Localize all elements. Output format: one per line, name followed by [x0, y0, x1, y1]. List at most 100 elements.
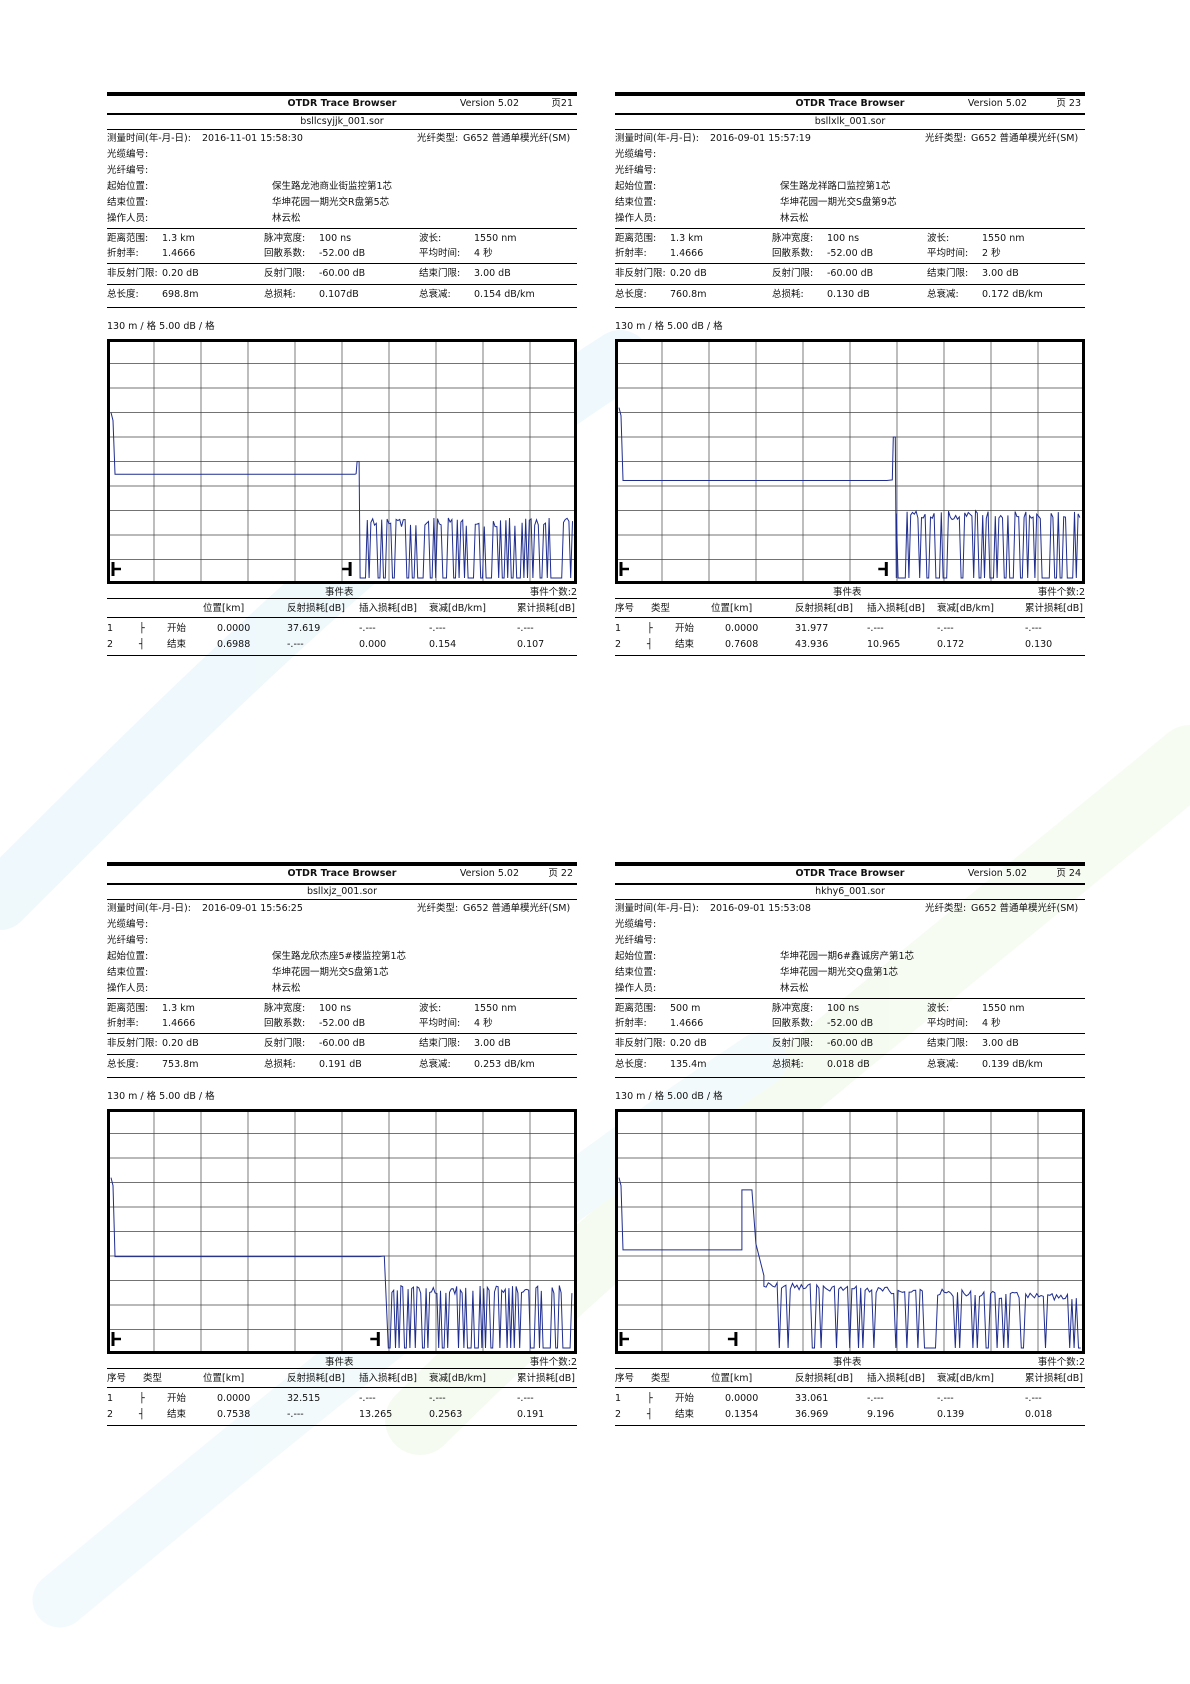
- event-cell: 0.0000: [725, 1393, 759, 1404]
- divider: [107, 617, 577, 618]
- param-value: 0.018 dB: [827, 1059, 870, 1070]
- event-table-header: 插入损耗[dB]: [867, 1373, 925, 1384]
- param-label: 结束门限:: [419, 268, 461, 279]
- divider: [107, 1387, 577, 1388]
- param-value: 1.4666: [162, 248, 196, 259]
- param-label: 非反射门限:: [107, 268, 158, 279]
- param-value: 4 秒: [474, 1018, 493, 1029]
- report-header: OTDR Trace Browser Version 5.02 页 23: [615, 92, 1085, 115]
- start-location: 保生路龙欣杰座5#楼监控第1芯: [272, 951, 407, 962]
- param-label: 平均时间:: [419, 248, 461, 259]
- param-label: 结束门限:: [419, 1038, 461, 1049]
- param-value: 1.4666: [162, 1018, 196, 1029]
- param-label: 总损耗:: [264, 289, 296, 300]
- measure-time: 2016-11-01 15:58:30: [202, 133, 303, 144]
- measure-time-label: 测量时间(年-月-日):: [615, 133, 699, 144]
- otdr-report: OTDR Trace Browser Version 5.02 页 24 hkhy6_…: [615, 862, 1085, 1426]
- event-cell: 0.107: [517, 639, 545, 650]
- end-location-label: 结束位置:: [615, 197, 657, 208]
- event-number: 1: [107, 1393, 114, 1404]
- event-type: 开始: [675, 623, 695, 634]
- event-cell: 0.000: [359, 639, 387, 650]
- info-block: 测量时间(年-月-日): 2016-11-01 15:58:30 光缆编号: 光纤编号…: [107, 130, 577, 228]
- fiber-type-label: 光纤类型:: [417, 133, 459, 144]
- fiber-type: G652 普通单模光纤(SM): [463, 903, 571, 914]
- event-type-end-icon: ┤: [139, 1409, 145, 1420]
- measure-time: 2016-09-01 15:56:25: [202, 903, 303, 914]
- report-header: OTDR Trace Browser Version 5.02 页 22: [107, 862, 577, 885]
- divider: [615, 284, 1085, 285]
- event-cell: 10.965: [867, 639, 901, 650]
- fiber-no-label: 光纤编号:: [107, 935, 149, 946]
- param-value: 135.4m: [670, 1059, 707, 1070]
- otdr-trace-plot: [615, 339, 1085, 584]
- start-location-label: 起始位置:: [615, 951, 657, 962]
- param-label: 回散系数:: [264, 1018, 306, 1029]
- param-value: 1550 nm: [982, 233, 1025, 244]
- event-table-title-row: 事件表 事件个数:2: [615, 586, 1085, 599]
- otdr-trace-plot: [107, 1109, 577, 1354]
- operator-label: 操作人员:: [615, 213, 657, 224]
- file-name: hkhy6_001.sor: [615, 885, 1085, 900]
- event-table-header: 衰减[dB/km]: [937, 1373, 994, 1384]
- param-value: 1550 nm: [982, 1003, 1025, 1014]
- event-type-end-icon: ┤: [139, 639, 145, 650]
- param-value: 760.8m: [670, 289, 707, 300]
- param-value: 4 秒: [982, 1018, 1001, 1029]
- param-value: 1.3 km: [670, 233, 703, 244]
- param-value: 3.00 dB: [982, 1038, 1019, 1049]
- event-table-header: 累计损耗[dB]: [517, 1373, 575, 1384]
- event-number: 2: [615, 1409, 622, 1420]
- start-location: 保生路龙池商业街监控第1芯: [272, 181, 393, 192]
- event-cell: 0.0000: [217, 1393, 251, 1404]
- event-cell: -.---: [517, 1393, 534, 1404]
- report-title: OTDR Trace Browser: [795, 868, 905, 879]
- event-marker-end: [878, 562, 888, 576]
- report-version: Version 5.02: [967, 868, 1027, 879]
- event-table-title: 事件表: [833, 587, 862, 598]
- event-cell: -.---: [867, 1393, 884, 1404]
- operator-name: 林云松: [272, 213, 301, 224]
- parameters-block: 距离范围: 1.3 km 脉冲宽度: 100 ns 波长: 1550 nm 折射率: 1.46…: [107, 228, 577, 308]
- param-value: 100 ns: [319, 233, 352, 244]
- otdr-trace-plot: [615, 1109, 1085, 1354]
- event-cell: 0.2563: [429, 1409, 463, 1420]
- event-table-header: 插入损耗[dB]: [359, 603, 417, 614]
- event-cell: 0.139: [937, 1409, 965, 1420]
- event-type: 结束: [167, 639, 187, 650]
- otdr-trace-line: [110, 1177, 573, 1349]
- divider: [107, 307, 577, 308]
- end-location-label: 结束位置:: [615, 967, 657, 978]
- report-header: OTDR Trace Browser Version 5.02 页 24: [615, 862, 1085, 885]
- param-label: 平均时间:: [419, 1018, 461, 1029]
- fiber-type: G652 普通单模光纤(SM): [971, 903, 1079, 914]
- divider: [615, 617, 1085, 618]
- param-value: 753.8m: [162, 1059, 199, 1070]
- event-table-header: 序号: [107, 1373, 127, 1384]
- operator-name: 林云松: [780, 213, 809, 224]
- fiber-type-label: 光纤类型:: [417, 903, 459, 914]
- param-label: 折射率:: [107, 248, 139, 259]
- event-table-header: 位置[km]: [203, 603, 245, 614]
- event-cell: 0.130: [1025, 639, 1053, 650]
- event-table-header: 反射损耗[dB]: [287, 1373, 345, 1384]
- param-label: 结束门限:: [927, 268, 969, 279]
- end-location: 华坤花园一期光交S盘第1芯: [272, 967, 389, 978]
- start-location-label: 起始位置:: [615, 181, 657, 192]
- fiber-no-label: 光纤编号:: [107, 165, 149, 176]
- param-label: 脉冲宽度:: [264, 1003, 306, 1014]
- file-name: bsllxlk_001.sor: [615, 115, 1085, 130]
- cable-no-label: 光缆编号:: [107, 919, 149, 930]
- param-label: 结束门限:: [927, 1038, 969, 1049]
- param-label: 非反射门限:: [107, 1038, 158, 1049]
- event-table-title-row: 事件表 事件个数:2: [107, 1356, 577, 1369]
- event-table-header: 累计损耗[dB]: [1025, 603, 1083, 614]
- event-cell: -.---: [287, 1409, 304, 1420]
- event-count: 事件个数:2: [529, 587, 577, 598]
- parameters-block: 距离范围: 1.3 km 脉冲宽度: 100 ns 波长: 1550 nm 折射率: 1.46…: [107, 998, 577, 1078]
- event-cell: -.---: [1025, 1393, 1042, 1404]
- param-value: 0.154 dB/km: [474, 289, 535, 300]
- event-type: 结束: [167, 1409, 187, 1420]
- report-page-number: 页 22: [548, 868, 573, 879]
- event-marker-end: [342, 562, 352, 576]
